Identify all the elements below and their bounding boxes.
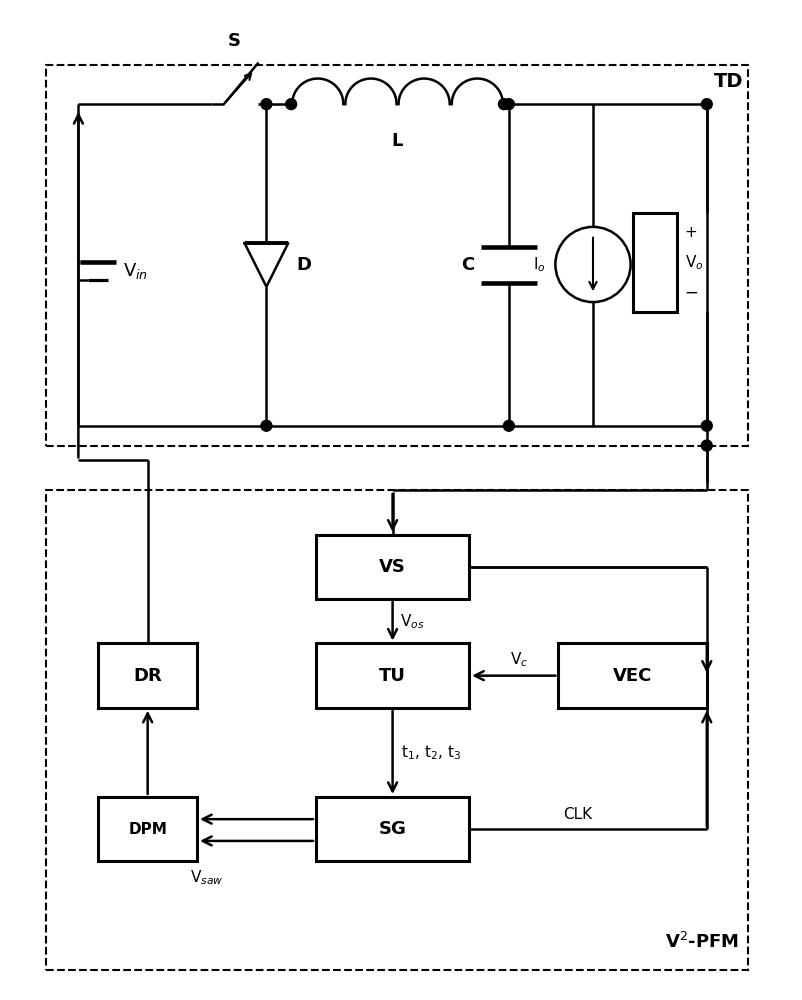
Bar <box>315 643 468 708</box>
Text: SG: SG <box>379 820 406 838</box>
Text: V$^2$-PFM: V$^2$-PFM <box>664 932 738 952</box>
Text: V$_c$: V$_c$ <box>509 650 527 669</box>
Circle shape <box>700 420 711 431</box>
Text: L: L <box>391 132 403 150</box>
Text: t$_1$, t$_2$, t$_3$: t$_1$, t$_2$, t$_3$ <box>400 743 460 762</box>
Bar <box>46 490 747 970</box>
Text: S: S <box>228 32 241 50</box>
Text: +: + <box>683 225 696 240</box>
Text: DR: DR <box>133 667 162 685</box>
Circle shape <box>700 440 711 451</box>
Text: V$_{saw}$: V$_{saw}$ <box>190 868 224 887</box>
Bar <box>632 213 676 312</box>
Text: VEC: VEC <box>612 667 651 685</box>
Text: D: D <box>296 256 310 274</box>
Bar <box>98 643 197 708</box>
Text: CLK: CLK <box>563 807 592 822</box>
Circle shape <box>498 99 508 110</box>
Bar <box>315 797 468 861</box>
Bar <box>46 65 747 446</box>
Text: V$_{os}$: V$_{os}$ <box>399 612 423 631</box>
Circle shape <box>261 99 272 110</box>
Text: TU: TU <box>379 667 406 685</box>
Circle shape <box>503 420 513 431</box>
Circle shape <box>261 420 272 431</box>
Text: V$_{in}$: V$_{in}$ <box>123 261 148 281</box>
Circle shape <box>700 99 711 110</box>
Text: DPM: DPM <box>128 822 167 837</box>
Text: V$_o$: V$_o$ <box>684 253 703 272</box>
Text: I$_o$: I$_o$ <box>533 255 545 274</box>
Bar <box>557 643 706 708</box>
Text: C: C <box>460 256 474 274</box>
Text: VS: VS <box>379 558 406 576</box>
Circle shape <box>286 99 296 110</box>
Circle shape <box>503 99 513 110</box>
Text: TD: TD <box>713 72 743 91</box>
Text: −: − <box>683 284 697 302</box>
Bar <box>315 535 468 599</box>
Bar <box>98 797 197 861</box>
